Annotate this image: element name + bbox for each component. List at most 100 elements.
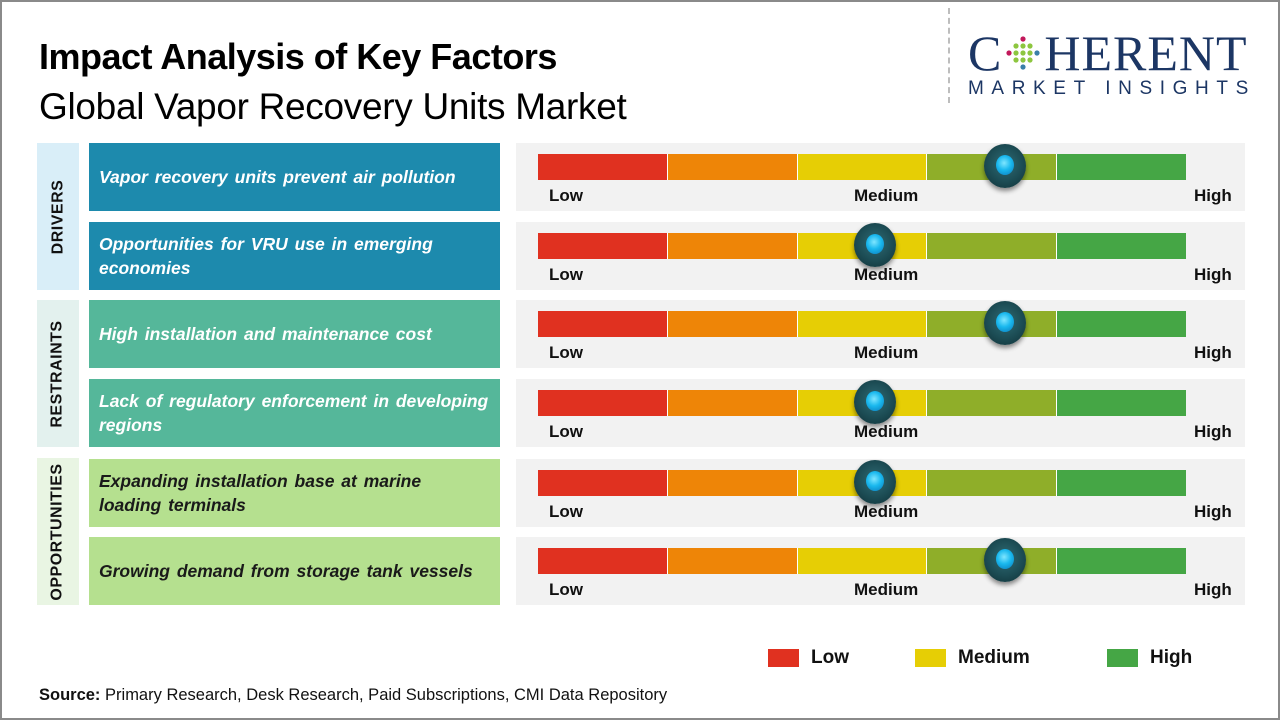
globe-dot: [1020, 36, 1026, 42]
impact-gauge: Low Medium High: [516, 537, 1245, 605]
factor-label: Growing demand from storage tank vessels: [89, 537, 500, 605]
scale-segment-1: [538, 311, 668, 337]
legend-swatch-low: [768, 649, 799, 667]
impact-indicator-knob: [853, 460, 896, 504]
scale-segment-3: [797, 154, 928, 180]
category-drivers: DRIVERS: [37, 143, 79, 290]
scale-segment-1: [538, 470, 668, 496]
globe-dot: [1027, 50, 1033, 56]
scale-label-low: Low: [549, 343, 583, 362]
scale-label-medium: Medium: [854, 502, 919, 521]
scale-segment-1: [538, 548, 668, 574]
scale-segment-4: [927, 470, 1058, 496]
impact-scale-bar: [538, 311, 1186, 337]
impact-gauge: Low Medium High: [516, 300, 1245, 368]
legend-label: Medium: [958, 647, 1030, 668]
scale-segment-2: [667, 233, 798, 259]
globe-dot: [1020, 50, 1026, 56]
impact-indicator-knob: [983, 538, 1026, 582]
scale-segment-2: [667, 154, 798, 180]
scale-label-high: High: [1194, 265, 1232, 284]
factor-label: High installation and maintenance cost: [89, 300, 500, 368]
legend-label: High: [1150, 647, 1193, 668]
logo-text: HERENT: [1044, 25, 1248, 81]
globe-dot: [1020, 57, 1026, 63]
legend-item-high: High: [1107, 647, 1192, 669]
scale-label-high: High: [1194, 422, 1232, 441]
logo-tagline: MARKET INSIGHTS: [968, 78, 1256, 99]
impact-scale-bar: [538, 154, 1186, 180]
impact-indicator-knob: [983, 301, 1026, 345]
scale-label-high: High: [1194, 186, 1232, 205]
scale-segment-4: [927, 390, 1058, 416]
globe-dot: [1027, 57, 1033, 63]
scale-segment-2: [667, 390, 798, 416]
impact-gauge: Low Medium High: [516, 143, 1245, 211]
globe-dots-icon: [1006, 36, 1040, 70]
scale-label-medium: Medium: [854, 580, 919, 599]
globe-dot: [1006, 50, 1012, 56]
globe-dot: [1013, 57, 1019, 63]
category-restraints: RESTRAINTS: [37, 300, 79, 447]
category-label: DRIVERS: [49, 179, 66, 254]
scale-segment-3: [797, 311, 928, 337]
globe-dot: [1013, 50, 1019, 56]
impact-scale-bar: [538, 548, 1186, 574]
page-subtitle: Global Vapor Recovery Units Market: [39, 86, 627, 127]
scale-segment-5: [1057, 470, 1186, 496]
scale-segment-2: [667, 470, 798, 496]
scale-label-low: Low: [549, 186, 583, 205]
scale-segment-4: [927, 233, 1058, 259]
scale-label-medium: Medium: [854, 265, 919, 284]
scale-label-low: Low: [549, 265, 583, 284]
company-logo: C HERENT MARKET INSIGHTS: [968, 25, 1256, 100]
factor-label: Expanding installation base at marine lo…: [89, 459, 500, 527]
scale-segment-1: [538, 233, 668, 259]
globe-dot: [1020, 43, 1026, 49]
logo-letter-c: C: [968, 25, 1003, 81]
factor-label: Lack of regulatory enforcement in develo…: [89, 379, 500, 447]
impact-scale-bar: [538, 390, 1186, 416]
scale-label-high: High: [1194, 502, 1232, 521]
impact-gauge: Low Medium High: [516, 379, 1245, 447]
scale-label-low: Low: [549, 422, 583, 441]
logo-divider: [948, 8, 950, 103]
scale-label-medium: Medium: [854, 343, 919, 362]
page-title: Impact Analysis of Key Factors: [39, 36, 557, 77]
scale-segment-2: [667, 548, 798, 574]
globe-dot: [1034, 50, 1040, 56]
factor-label: Vapor recovery units prevent air polluti…: [89, 143, 500, 211]
scale-segment-5: [1057, 311, 1186, 337]
scale-label-low: Low: [549, 580, 583, 599]
source-text: Primary Research, Desk Research, Paid Su…: [100, 686, 668, 704]
scale-segment-2: [667, 311, 798, 337]
impact-scale-bar: [538, 470, 1186, 496]
globe-dot: [1020, 64, 1026, 70]
scale-segment-3: [797, 548, 928, 574]
impact-indicator-knob: [853, 380, 896, 424]
factor-label: Opportunities for VRU use in emerging ec…: [89, 222, 500, 290]
legend-item-low: Low: [768, 647, 849, 669]
impact-indicator-knob: [853, 223, 896, 267]
impact-gauge: Low Medium High: [516, 222, 1245, 290]
source-label: Source:: [39, 686, 101, 704]
scale-segment-5: [1057, 233, 1186, 259]
legend-swatch-high: [1107, 649, 1138, 667]
legend-item-medium: Medium: [915, 647, 1030, 669]
scale-segment-5: [1057, 390, 1186, 416]
scale-label-high: High: [1194, 580, 1232, 599]
scale-segment-5: [1057, 548, 1186, 574]
globe-dot: [1013, 43, 1019, 49]
globe-dot: [1027, 43, 1033, 49]
scale-segment-1: [538, 154, 668, 180]
scale-label-low: Low: [549, 502, 583, 521]
legend-swatch-medium: [915, 649, 946, 667]
scale-label-medium: Medium: [854, 422, 919, 441]
impact-gauge: Low Medium High: [516, 459, 1245, 527]
legend-label: Low: [811, 647, 849, 668]
scale-label-high: High: [1194, 343, 1232, 362]
scale-label-medium: Medium: [854, 186, 919, 205]
source-note: Source: Primary Research, Desk Research,…: [39, 686, 667, 705]
scale-segment-5: [1057, 154, 1186, 180]
